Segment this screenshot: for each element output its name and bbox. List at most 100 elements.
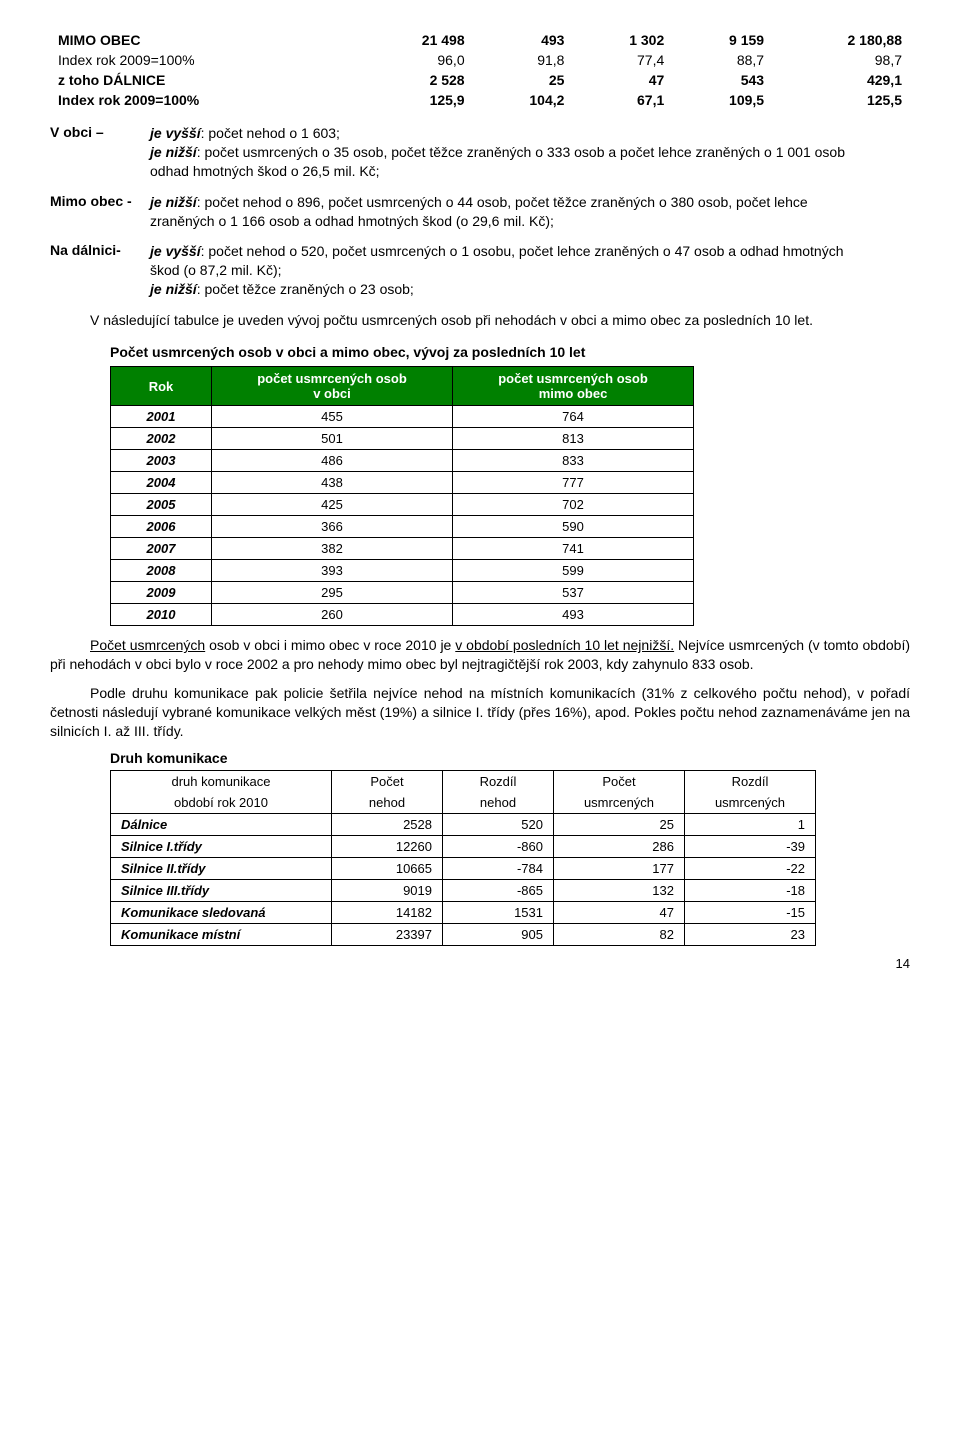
t3-name: Silnice II.třídy <box>111 858 332 880</box>
t2-cell: 382 <box>212 538 453 560</box>
def-lead: je vyšší <box>150 125 201 141</box>
t3-header: Počet <box>554 771 685 793</box>
t2-header: Rok <box>111 367 212 406</box>
t2-year: 2010 <box>111 604 212 626</box>
t3-cell: 47 <box>554 902 685 924</box>
t3-cell: 520 <box>443 814 554 836</box>
t3-cell: 12260 <box>332 836 443 858</box>
p2-u1: Počet usmrcených <box>90 637 205 653</box>
t1-cell: 77,4 <box>572 50 672 70</box>
def-rest: : počet nehod o 896, počet usmrcených o … <box>150 194 808 229</box>
t3-cell: 23 <box>685 924 816 946</box>
t1-row-label: z toho DÁLNICE <box>50 70 358 90</box>
def-rest: : počet nehod o 1 603; <box>201 125 340 141</box>
t2-year: 2006 <box>111 516 212 538</box>
t2-cell: 813 <box>453 428 694 450</box>
t2-cell: 295 <box>212 582 453 604</box>
t3-cell: 2528 <box>332 814 443 836</box>
t1-row-label: Index rok 2009=100% <box>50 50 358 70</box>
definitions-block: V obci –je vyšší: počet nehod o 1 603;je… <box>50 124 910 299</box>
para3-text: Podle druhu komunikace pak policie šetři… <box>50 685 910 739</box>
t3-header: usmrcených <box>685 792 816 814</box>
def-rest: : počet usmrcených o 35 osob, počet těžc… <box>150 144 845 179</box>
t3-cell: 132 <box>554 880 685 902</box>
t2-cell: 741 <box>453 538 694 560</box>
table2-title: Počet usmrcených osob v obci a mimo obec… <box>110 344 910 360</box>
t2-year: 2002 <box>111 428 212 450</box>
t3-header: Počet <box>332 771 443 793</box>
para1-text: V následující tabulce je uveden vývoj po… <box>90 312 813 328</box>
t2-cell: 702 <box>453 494 694 516</box>
t1-cell: 98,7 <box>772 50 910 70</box>
t1-cell: 21 498 <box>358 30 473 50</box>
t3-header: nehod <box>332 792 443 814</box>
t3-cell: 14182 <box>332 902 443 924</box>
t3-header: období rok 2010 <box>111 792 332 814</box>
t1-cell: 88,7 <box>672 50 772 70</box>
t2-cell: 764 <box>453 406 694 428</box>
t3-cell: 10665 <box>332 858 443 880</box>
t2-cell: 599 <box>453 560 694 582</box>
t1-cell: 91,8 <box>473 50 573 70</box>
t3-name: Silnice I.třídy <box>111 836 332 858</box>
def-lead: je vyšší <box>150 243 201 259</box>
t1-cell: 1 302 <box>572 30 672 50</box>
t3-cell: -860 <box>443 836 554 858</box>
t3-header: Rozdíl <box>443 771 554 793</box>
p2-u2: v období posledních 10 let nejnižší. <box>455 637 674 653</box>
t3-header: usmrcených <box>554 792 685 814</box>
def-label: Na dálnici- <box>50 242 150 258</box>
t1-cell: 9 159 <box>672 30 772 50</box>
t3-cell: 1531 <box>443 902 554 924</box>
def-lead: je nižší <box>150 144 197 160</box>
def-label: Mimo obec - <box>50 193 150 209</box>
t2-cell: 833 <box>453 450 694 472</box>
page-number: 14 <box>50 956 910 971</box>
t2-year: 2003 <box>111 450 212 472</box>
t2-cell: 425 <box>212 494 453 516</box>
t1-cell: 109,5 <box>672 90 772 110</box>
t1-cell: 104,2 <box>473 90 573 110</box>
t1-cell: 25 <box>473 70 573 90</box>
t2-year: 2009 <box>111 582 212 604</box>
t2-cell: 393 <box>212 560 453 582</box>
road-type-table: druh komunikacePočetRozdílPočetRozdíl ob… <box>110 770 816 946</box>
t2-cell: 438 <box>212 472 453 494</box>
t2-cell: 777 <box>453 472 694 494</box>
t1-cell: 47 <box>572 70 672 90</box>
t2-cell: 493 <box>453 604 694 626</box>
def-body: je nižší: počet nehod o 896, počet usmrc… <box>150 193 870 231</box>
t3-cell: 1 <box>685 814 816 836</box>
t2-year: 2005 <box>111 494 212 516</box>
t3-cell: -15 <box>685 902 816 924</box>
t1-cell: 96,0 <box>358 50 473 70</box>
t3-header: nehod <box>443 792 554 814</box>
t2-header: počet usmrcených osobv obci <box>212 367 453 406</box>
t2-year: 2007 <box>111 538 212 560</box>
t3-cell: -18 <box>685 880 816 902</box>
t2-cell: 537 <box>453 582 694 604</box>
t2-year: 2004 <box>111 472 212 494</box>
t3-header: Rozdíl <box>685 771 816 793</box>
t1-row-label: MIMO OBEC <box>50 30 358 50</box>
t2-cell: 455 <box>212 406 453 428</box>
t1-cell: 2 528 <box>358 70 473 90</box>
t3-cell: 286 <box>554 836 685 858</box>
def-lead: je nižší <box>150 194 197 210</box>
t3-cell: 82 <box>554 924 685 946</box>
def-lead: je nižší <box>150 281 197 297</box>
t1-cell: 493 <box>473 30 573 50</box>
t3-cell: 25 <box>554 814 685 836</box>
t3-cell: -22 <box>685 858 816 880</box>
t2-year: 2001 <box>111 406 212 428</box>
t1-cell: 125,9 <box>358 90 473 110</box>
summary-table: MIMO OBEC21 4984931 3029 1592 180,88Inde… <box>50 30 910 110</box>
t1-row-label: Index rok 2009=100% <box>50 90 358 110</box>
t1-cell: 125,5 <box>772 90 910 110</box>
t3-name: Silnice III.třídy <box>111 880 332 902</box>
t3-cell: -865 <box>443 880 554 902</box>
t2-year: 2008 <box>111 560 212 582</box>
t2-cell: 486 <box>212 450 453 472</box>
def-label: V obci – <box>50 124 150 140</box>
def-rest: : počet nehod o 520, počet usmrcených o … <box>150 243 844 278</box>
